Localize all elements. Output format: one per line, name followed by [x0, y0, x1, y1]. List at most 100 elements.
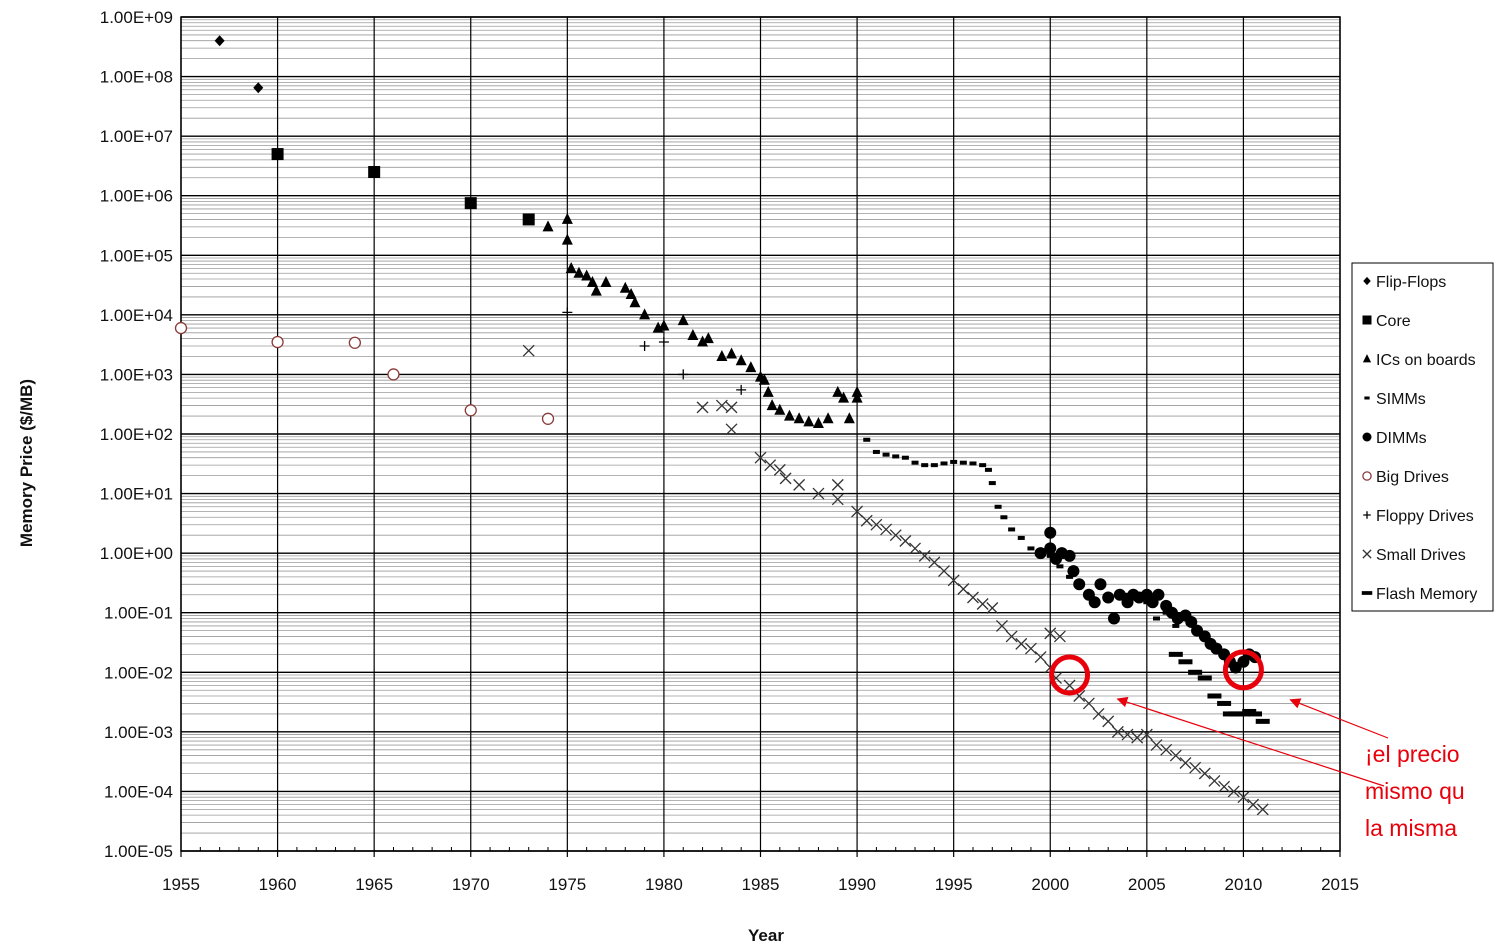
simms-point: [863, 437, 871, 442]
simms-point: [994, 504, 1002, 509]
simms-point: [892, 454, 900, 459]
ics-on-boards-point: [542, 220, 554, 232]
dimms-point: [1088, 596, 1101, 609]
small-drives-point: [793, 478, 806, 491]
core-legend-marker: [1362, 315, 1372, 325]
flip-flops-point: [253, 82, 264, 94]
ics-on-boards-point: [561, 212, 573, 224]
y-tick-label: 1.00E-05: [104, 842, 173, 861]
simms-point: [1152, 616, 1160, 621]
small-drives-point: [851, 505, 864, 518]
simms-point: [959, 460, 967, 465]
y-tick-label: 1.00E-03: [104, 723, 173, 742]
simms-point: [1000, 515, 1008, 520]
core-point: [271, 148, 284, 161]
simms-legend-marker: [1364, 396, 1370, 400]
small-drives-point: [928, 556, 941, 569]
dimms-point: [1067, 565, 1080, 578]
ics-on-boards-point: [716, 349, 728, 361]
ics-on-boards-point: [843, 412, 855, 424]
ics-on-boards-legend-marker: [1362, 354, 1372, 363]
flash-memory-legend-label: Flash Memory: [1376, 586, 1477, 603]
ics-on-boards-point: [639, 308, 651, 320]
dimms-point: [1113, 588, 1126, 601]
dimms-point: [1044, 526, 1057, 539]
small-drives-point: [773, 463, 786, 476]
small-drives-point: [715, 399, 728, 412]
simms-point: [1008, 527, 1016, 532]
small-drives-point: [1015, 637, 1028, 650]
floppy-drives-point: [658, 337, 669, 348]
simms-point: [901, 455, 909, 460]
floppy-drives-point: [678, 369, 689, 380]
small-drives-point: [1247, 798, 1260, 811]
simms-point: [940, 461, 948, 466]
small-drives-point: [1140, 728, 1153, 741]
small-drives-point: [1198, 767, 1211, 780]
simms-point: [882, 452, 890, 457]
flash-memory-legend-marker: [1361, 591, 1373, 595]
ics-on-boards-point: [793, 412, 805, 424]
dimms-point: [1185, 615, 1198, 628]
flash-memory-point: [1248, 711, 1263, 717]
x-tick-label: 1955: [162, 875, 200, 894]
small-drives-point: [754, 451, 767, 464]
ics-on-boards-point: [677, 314, 689, 326]
small-drives-point: [1150, 739, 1163, 752]
small-drives-point: [1227, 785, 1240, 798]
small-drives-point: [1169, 749, 1182, 762]
big-drives-point: [348, 336, 362, 349]
x-tick-label: 2015: [1321, 875, 1359, 894]
simms-point: [1066, 574, 1074, 579]
small-drives-point: [1063, 679, 1076, 692]
dimms-point: [1063, 549, 1076, 562]
annotation-text-line: ¡el precio: [1365, 741, 1460, 767]
flash-memory-point: [1255, 718, 1270, 724]
x-tick-label: 1990: [838, 875, 876, 894]
dimms-point: [1152, 588, 1165, 601]
small-drives-point: [986, 602, 999, 614]
dimms-point: [1102, 591, 1115, 604]
ics-on-boards-point: [726, 347, 738, 359]
flash-memory-point: [1207, 693, 1222, 699]
ics-on-boards-point: [697, 335, 709, 347]
simms-point: [921, 463, 929, 468]
highlight-circle: [1222, 649, 1264, 691]
y-tick-label: 1.00E+08: [100, 68, 173, 87]
ics-on-boards-point: [625, 287, 637, 299]
y-tick-label: 1.00E+00: [100, 544, 173, 563]
x-tick-label: 2005: [1128, 875, 1166, 894]
legend-box: [1351, 262, 1494, 612]
small-drives-point: [899, 535, 912, 547]
dimms-point: [1094, 578, 1107, 591]
ics-on-boards-point: [822, 412, 834, 424]
simms-point: [1056, 564, 1064, 569]
flip-flops-point: [214, 35, 225, 47]
ics-on-boards-point: [745, 361, 757, 373]
ics-on-boards-point: [851, 391, 863, 403]
ics-on-boards-point: [851, 385, 863, 397]
ics-on-boards-point: [766, 399, 778, 411]
ics-on-boards-point: [838, 391, 850, 403]
big-drives-point: [271, 335, 284, 349]
ics-on-boards-point: [758, 373, 770, 385]
big-drives-point: [541, 412, 555, 425]
small-drives-point: [1237, 791, 1250, 804]
points-layer: [174, 35, 1270, 816]
simms-point: [1046, 553, 1054, 558]
big-drives-point: [387, 368, 400, 381]
small-drives-point: [1179, 757, 1192, 769]
y-axis-label: Memory Price ($/MB): [17, 379, 36, 547]
small-drives-point: [1218, 780, 1231, 793]
small-drives-point: [1082, 697, 1095, 710]
axes-layer: 1.00E-05 1.00E-04 1.00E-03 1.00E-02 1.00E-01…: [100, 8, 1359, 894]
ics-on-boards-point: [590, 284, 602, 296]
dimms-point: [1034, 547, 1047, 560]
small-drives-point: [1034, 651, 1047, 664]
big-drives-legend-label: Big Drives: [1376, 469, 1449, 486]
simms-point: [1172, 623, 1180, 628]
small-drives-point: [812, 487, 825, 500]
x-tick-label: 2010: [1225, 875, 1263, 894]
ics-on-boards-point: [783, 409, 795, 421]
